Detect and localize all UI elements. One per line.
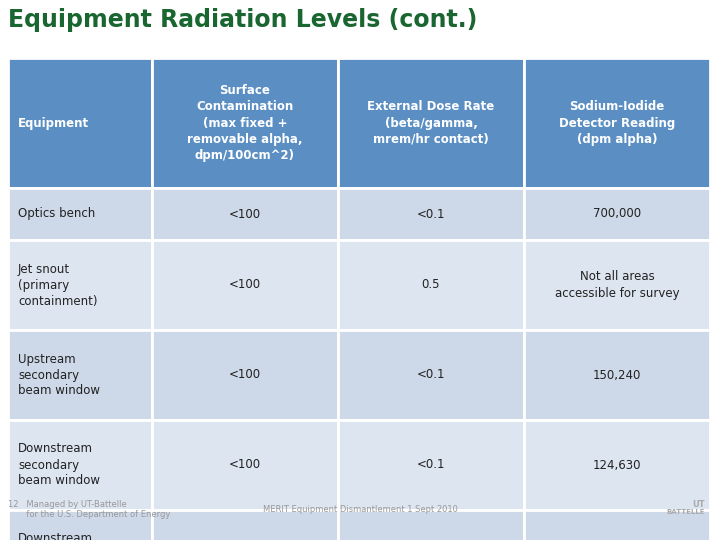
Bar: [338, 510, 524, 540]
Bar: [524, 188, 710, 240]
Text: <100: <100: [229, 458, 261, 471]
Bar: [8, 240, 152, 330]
Bar: [152, 330, 338, 420]
Bar: [338, 420, 524, 510]
Text: Upstream
secondary
beam window: Upstream secondary beam window: [18, 353, 100, 397]
Text: <0.1: <0.1: [417, 207, 445, 220]
Text: Optics bench: Optics bench: [18, 207, 95, 220]
Text: 0.5: 0.5: [422, 279, 440, 292]
Text: Downstream
secondary
beam window: Downstream secondary beam window: [18, 442, 100, 488]
Text: <100: <100: [229, 368, 261, 381]
Bar: [8, 58, 152, 188]
Bar: [152, 420, 338, 510]
Bar: [524, 240, 710, 330]
Bar: [152, 58, 338, 188]
Text: 700,000: 700,000: [593, 207, 641, 220]
Text: for the U.S. Department of Energy: for the U.S. Department of Energy: [8, 510, 171, 519]
Bar: [8, 330, 152, 420]
Text: BATTELLE: BATTELLE: [667, 509, 705, 515]
Text: <0.1: <0.1: [417, 458, 445, 471]
Bar: [524, 58, 710, 188]
Text: Not all areas
accessible for survey: Not all areas accessible for survey: [554, 271, 679, 300]
Bar: [338, 240, 524, 330]
Bar: [338, 330, 524, 420]
Bar: [524, 330, 710, 420]
Bar: [338, 58, 524, 188]
Text: External Dose Rate
(beta/gamma,
mrem/hr contact): External Dose Rate (beta/gamma, mrem/hr …: [367, 100, 495, 145]
Text: 150,240: 150,240: [593, 368, 642, 381]
Text: Downstream
primary beam
window: Downstream primary beam window: [18, 532, 102, 540]
Bar: [524, 420, 710, 510]
Bar: [152, 240, 338, 330]
Text: Sodium-Iodide
Detector Reading
(dpm alpha): Sodium-Iodide Detector Reading (dpm alph…: [559, 100, 675, 145]
Text: Equipment: Equipment: [18, 117, 89, 130]
Text: Equipment Radiation Levels (cont.): Equipment Radiation Levels (cont.): [8, 8, 477, 32]
Text: <100: <100: [229, 279, 261, 292]
Bar: [8, 420, 152, 510]
Text: 124,630: 124,630: [593, 458, 642, 471]
Bar: [524, 510, 710, 540]
Text: <0.1: <0.1: [417, 368, 445, 381]
Bar: [338, 188, 524, 240]
Text: Surface
Contamination
(max fixed +
removable alpha,
dpm/100cm^2): Surface Contamination (max fixed + remov…: [187, 84, 302, 161]
Text: Jet snout
(primary
containment): Jet snout (primary containment): [18, 262, 97, 307]
Bar: [8, 188, 152, 240]
Text: MERIT Equipment Dismantlement 1 Sept 2010: MERIT Equipment Dismantlement 1 Sept 201…: [263, 505, 457, 514]
Text: 12   Managed by UT-Battelle: 12 Managed by UT-Battelle: [8, 500, 127, 509]
Bar: [152, 510, 338, 540]
Bar: [8, 510, 152, 540]
Bar: [152, 188, 338, 240]
Text: <100: <100: [229, 207, 261, 220]
Text: UT: UT: [693, 500, 705, 509]
